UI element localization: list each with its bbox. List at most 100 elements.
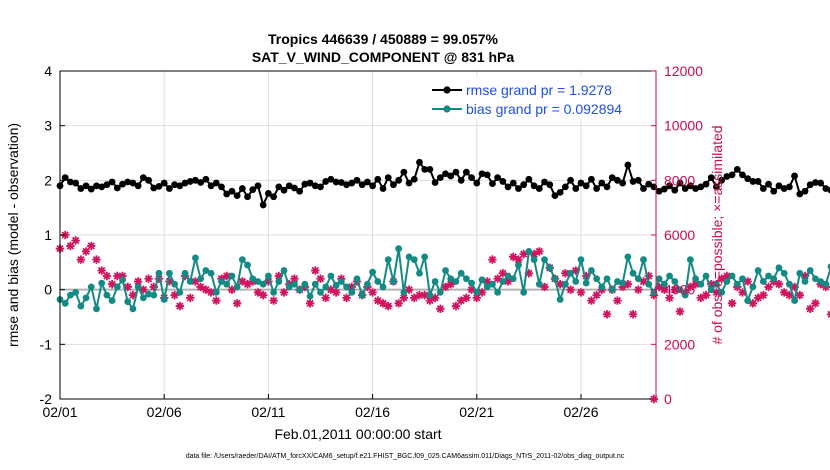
bias-point [791, 297, 798, 304]
rmse-point [504, 183, 512, 191]
bias-point [728, 272, 736, 280]
obs-assimilated-marker [107, 280, 117, 289]
obs-assimilated-marker [503, 277, 513, 286]
bias-point [546, 264, 554, 272]
rmse-point [598, 179, 606, 187]
obs-assimilated-marker [425, 296, 435, 305]
obs-assimilated-marker [774, 280, 784, 289]
legend: rmse grand pr = 1.9278 bias grand pr = 0… [428, 77, 650, 119]
obs-assimilated-marker [592, 290, 601, 300]
bias-point [332, 281, 340, 289]
bias-point [280, 267, 288, 274]
obs-assimilated-marker [779, 288, 789, 297]
rmse-point [93, 182, 100, 190]
bias-point [254, 278, 262, 285]
obs-assimilated-marker [665, 293, 674, 303]
rmse-point [171, 181, 179, 189]
rmse-point [103, 181, 111, 189]
obs-assimilated-marker [623, 280, 633, 289]
rmse-point [317, 183, 324, 191]
bias-point [494, 289, 502, 296]
obs-assimilated-marker [139, 285, 148, 294]
obs-assimilated-marker [654, 282, 664, 292]
bias-point [238, 256, 246, 263]
rmse-point [686, 182, 694, 190]
obs-assimilated-marker [368, 288, 377, 297]
rmse-point [728, 171, 736, 179]
bias-point [614, 278, 621, 285]
bias-point [129, 305, 137, 313]
obs-assimilated-marker [144, 274, 153, 283]
rmse-point [155, 182, 163, 190]
rmse-point [296, 187, 304, 195]
bias-point [442, 267, 449, 274]
rmse-point [587, 175, 595, 183]
rmse-point [791, 172, 798, 180]
rmse-point [489, 180, 496, 188]
left-axis: -2 -1 0 1 2 3 4 [40, 63, 65, 407]
rmse-point [713, 183, 720, 191]
bias-point [395, 245, 403, 253]
rmse-point [426, 166, 434, 173]
rmse-point [416, 158, 423, 166]
obs-assimilated-marker [738, 288, 747, 297]
rmse-point [369, 182, 376, 190]
rmse-point [452, 168, 460, 176]
bias-point [343, 283, 350, 291]
bias-point [749, 283, 757, 291]
obs-assimilated-marker [87, 241, 96, 251]
rmse-point [285, 182, 293, 190]
bias-point [171, 280, 179, 288]
bias-point [489, 280, 496, 288]
bias-point [421, 253, 429, 261]
bias-point [379, 283, 387, 291]
obs-assimilated-marker [118, 271, 127, 281]
rmse-point [494, 174, 502, 182]
obs-assimilated-marker [571, 266, 580, 275]
obs-assimilated-marker [707, 280, 716, 289]
obs-assimilated-marker [243, 280, 252, 289]
bias-point [759, 278, 767, 285]
bias-point [645, 280, 653, 288]
rmse-point [556, 188, 564, 196]
rmse-point [160, 179, 168, 187]
obs-assimilated-marker [644, 271, 653, 281]
bias-point [608, 286, 616, 294]
bias-point [770, 275, 778, 283]
bias-point [660, 280, 668, 288]
rmse-point [192, 176, 199, 184]
obs-assimilated-marker [790, 282, 799, 292]
rmse-point [410, 175, 418, 183]
obs-assimilated-marker [311, 266, 320, 275]
rmse-point [624, 161, 632, 169]
obs-assimilated-marker [61, 230, 70, 240]
rmse-point [181, 179, 189, 187]
rmse-point [421, 166, 429, 173]
bias-point [358, 291, 366, 299]
obs-assimilated-marker [394, 299, 403, 308]
rmse-point [202, 175, 210, 183]
rmse-point [311, 182, 319, 190]
bias-point [202, 267, 210, 274]
rmse-point [770, 187, 778, 195]
bias-point [317, 289, 324, 296]
rmse-point [520, 181, 528, 189]
bias-point [619, 279, 627, 287]
obs-assimilated-marker [529, 249, 539, 259]
rmse-point [218, 183, 225, 191]
rmse-point [436, 174, 444, 182]
y-right-tick-label: 6000 [664, 227, 695, 243]
chart-title: Tropics 446639 / 450889 = 99.057% [268, 31, 499, 47]
rmse-point [530, 182, 538, 190]
rmse-point [577, 179, 585, 187]
bias-point [806, 267, 814, 274]
obs-assimilated-marker [628, 310, 638, 319]
obs-assimilated-marker [477, 288, 487, 297]
y-left-tick-label: 1 [44, 227, 52, 243]
series-layer [55, 158, 830, 404]
rmse-point [681, 185, 689, 192]
obs-assimilated-marker [316, 274, 325, 283]
bias-point [285, 283, 293, 291]
rmse-point [765, 180, 772, 188]
bias-point [93, 305, 100, 313]
